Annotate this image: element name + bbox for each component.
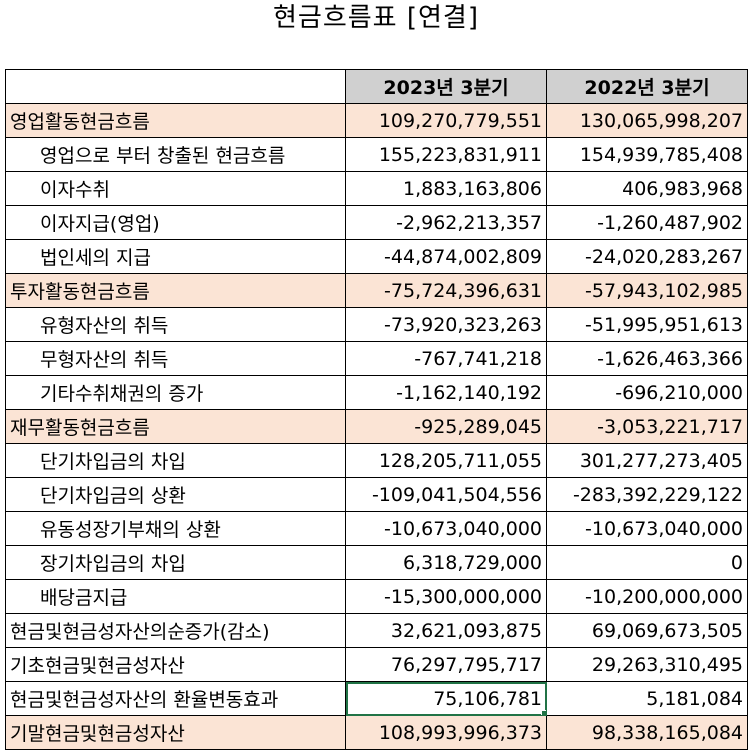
table-row: 현금및현금성자산의순증가(감소) 32,621,093,875 69,069,673… [5,613,748,648]
table-row: 배당금지급 -15,300,000,000 -10,200,000,000 [5,579,748,614]
row-label-cell[interactable]: 기초현금및현금성자산 [5,647,346,682]
header-cell-label[interactable] [5,69,346,104]
row-label-cell[interactable]: 이자지급(영업) [5,205,346,240]
value-cell-2023[interactable]: -10,673,040,000 [345,511,547,546]
value-cell-2023[interactable]: -73,920,323,263 [345,307,547,342]
row-label-cell[interactable]: 현금및현금성자산의순증가(감소) [5,613,346,648]
row-label-cell[interactable]: 단기차입금의 상환 [5,477,346,512]
value-cell-2023[interactable]: 32,621,093,875 [345,613,547,648]
table-row: 재무활동현금흐름 -925,289,045 -3,053,221,717 [5,409,748,444]
row-label-cell[interactable]: 법인세의 지급 [5,239,346,274]
value-cell-2023[interactable]: 6,318,729,000 [345,545,547,580]
value-cell-2022[interactable]: -283,392,229,122 [546,477,748,512]
value-cell-2023[interactable]: -15,300,000,000 [345,579,547,614]
value-cell-2022[interactable]: 154,939,785,408 [546,137,748,172]
header-cell-2023[interactable]: 2023년 3분기 [345,69,547,104]
row-label-cell[interactable]: 투자활동현금흐름 [5,273,346,308]
table-row: 장기차입금의 차입 6,318,729,000 0 [5,545,748,580]
value-cell-2022[interactable]: -1,626,463,366 [546,341,748,376]
value-cell-2022[interactable]: -1,260,487,902 [546,205,748,240]
value-cell-2022[interactable]: 5,181,084 [546,681,748,716]
value-cell-2023[interactable]: -1,162,140,192 [345,375,547,410]
table-row: 현금및현금성자산의 환율변동효과 75,106,781 5,181,084 [5,681,748,716]
table-row: 유형자산의 취득 -73,920,323,263 -51,995,951,613 [5,307,748,342]
row-label-cell[interactable]: 유동성장기부채의 상환 [5,511,346,546]
row-label-cell[interactable]: 영업활동현금흐름 [5,103,346,138]
row-label-cell[interactable]: 기타수취채권의 증가 [5,375,346,410]
table-row: 기타수취채권의 증가 -1,162,140,192 -696,210,000 [5,375,748,410]
table-row: 이자지급(영업) -2,962,213,357 -1,260,487,902 [5,205,748,240]
value-cell-2022[interactable]: 301,277,273,405 [546,443,748,478]
table-row: 기말현금및현금성자산 108,993,996,373 98,338,165,084 [5,715,748,750]
value-cell-2023[interactable]: 1,883,163,806 [345,171,547,206]
value-cell-2022[interactable]: -3,053,221,717 [546,409,748,444]
value-cell-2022[interactable]: 98,338,165,084 [546,715,748,750]
table-row: 투자활동현금흐름 -75,724,396,631 -57,943,102,985 [5,273,748,308]
table-row: 영업활동현금흐름 109,270,779,551 130,065,998,207 [5,103,748,138]
value-cell-2022[interactable]: -24,020,283,267 [546,239,748,274]
row-label-cell[interactable]: 배당금지급 [5,579,346,614]
value-cell-2023[interactable]: 128,205,711,055 [345,443,547,478]
value-cell-2023[interactable]: -109,041,504,556 [345,477,547,512]
row-label-cell[interactable]: 장기차입금의 차입 [5,545,346,580]
value-cell-2022[interactable]: 130,065,998,207 [546,103,748,138]
value-cell-2023[interactable]: 76,297,795,717 [345,647,547,682]
value-cell-2022[interactable]: -51,995,951,613 [546,307,748,342]
row-label-cell[interactable]: 이자수취 [5,171,346,206]
fill-handle[interactable] [541,710,546,715]
header-cell-2022[interactable]: 2022년 3분기 [546,69,748,104]
value-cell-2023[interactable]: -767,741,218 [345,341,547,376]
value-cell-2022[interactable]: 0 [546,545,748,580]
table-row: 무형자산의 취득 -767,741,218 -1,626,463,366 [5,341,748,376]
table-row: 기초현금및현금성자산 76,297,795,717 29,263,310,495 [5,647,748,682]
value-cell-2022[interactable]: -10,200,000,000 [546,579,748,614]
row-label-cell[interactable]: 기말현금및현금성자산 [5,715,346,750]
value-cell-2022[interactable]: -10,673,040,000 [546,511,748,546]
value-cell-2023[interactable]: 155,223,831,911 [345,137,547,172]
value-cell-2022[interactable]: 69,069,673,505 [546,613,748,648]
table-row: 유동성장기부채의 상환 -10,673,040,000 -10,673,040,00… [5,511,748,546]
value-cell-2022[interactable]: -57,943,102,985 [546,273,748,308]
header-row: 2023년 3분기 2022년 3분기 [5,69,748,104]
value-cell-2022[interactable]: 406,983,968 [546,171,748,206]
value-cell-2023[interactable]: 75,106,781 [345,681,547,716]
row-label-cell[interactable]: 재무활동현금흐름 [5,409,346,444]
page-title: 현금흐름표 [연결] [273,3,479,33]
row-label-cell[interactable]: 유형자산의 취득 [5,307,346,342]
value-cell-2023[interactable]: -44,874,002,809 [345,239,547,274]
table-row: 법인세의 지급 -44,874,002,809 -24,020,283,267 [5,239,748,274]
table-row: 영업으로 부터 창출된 현금흐름 155,223,831,911 154,939,7… [5,137,748,172]
table-body: 영업활동현금흐름 109,270,779,551 130,065,998,207 영업… [5,103,748,750]
value-cell-2023[interactable]: -75,724,396,631 [345,273,547,308]
row-label-cell[interactable]: 영업으로 부터 창출된 현금흐름 [5,137,346,172]
table-row: 이자수취 1,883,163,806 406,983,968 [5,171,748,206]
value-cell-2023[interactable]: -925,289,045 [345,409,547,444]
value-cell-2023[interactable]: 108,993,996,373 [345,715,547,750]
row-label-cell[interactable]: 현금및현금성자산의 환율변동효과 [5,681,346,716]
value-cell-2023[interactable]: -2,962,213,357 [345,205,547,240]
value-cell-2022[interactable]: -696,210,000 [546,375,748,410]
value-cell-2022[interactable]: 29,263,310,495 [546,647,748,682]
row-label-cell[interactable]: 무형자산의 취득 [5,341,346,376]
cash-flow-table: 2023년 3분기 2022년 3분기 영업활동현금흐름 109,270,779,… [5,69,748,750]
row-label-cell[interactable]: 단기차입금의 차입 [5,443,346,478]
table-row: 단기차입금의 상환 -109,041,504,556 -283,392,229,12… [5,477,748,512]
table-row: 단기차입금의 차입 128,205,711,055 301,277,273,405 [5,443,748,478]
value-cell-2023[interactable]: 109,270,779,551 [345,103,547,138]
